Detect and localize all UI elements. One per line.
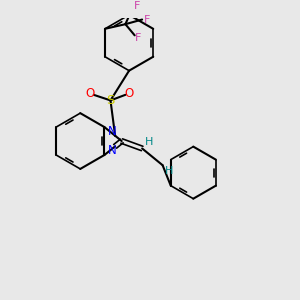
Text: N: N [108, 145, 117, 158]
Text: F: F [135, 33, 142, 43]
Text: O: O [85, 87, 95, 101]
Text: F: F [134, 1, 141, 10]
Text: N: N [108, 124, 117, 138]
Text: H: H [145, 137, 153, 147]
Text: H: H [165, 166, 173, 176]
Text: S: S [106, 94, 115, 107]
Text: F: F [144, 14, 150, 25]
Text: O: O [124, 87, 134, 101]
